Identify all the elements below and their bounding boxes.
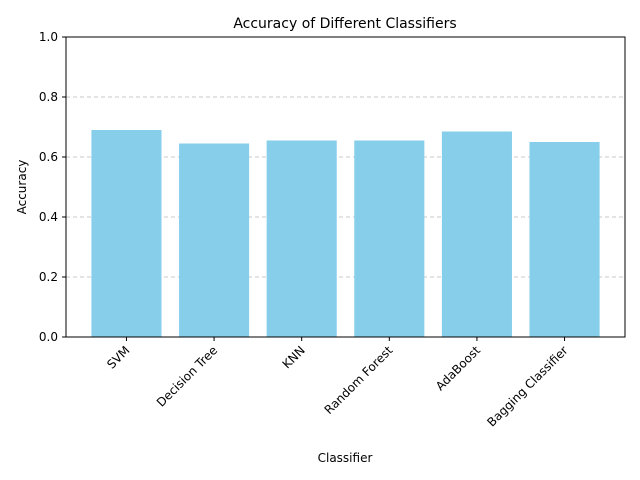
bar-knn bbox=[266, 140, 337, 337]
y-tick-label: 0.0 bbox=[39, 330, 58, 344]
y-tick-label: 0.6 bbox=[39, 150, 58, 164]
bar-random-forest bbox=[354, 140, 425, 337]
bar-decision-tree bbox=[179, 143, 250, 337]
bar-svm bbox=[91, 130, 162, 337]
bar-adaboost bbox=[441, 131, 512, 337]
x-axis-label: Classifier bbox=[318, 451, 373, 465]
y-tick-label: 1.0 bbox=[39, 30, 58, 44]
y-axis-ticks: 0.0 0.2 0.4 0.6 0.8 1.0 bbox=[39, 30, 66, 344]
plot-frame bbox=[65, 36, 626, 338]
y-tick-label: 0.4 bbox=[39, 210, 58, 224]
chart-title: Accuracy of Different Classifiers bbox=[233, 16, 456, 32]
bar-bagging-classifier bbox=[529, 142, 600, 337]
y-tick-label: 0.2 bbox=[39, 270, 58, 284]
y-tick-label: 0.8 bbox=[39, 90, 58, 104]
bars bbox=[91, 130, 600, 337]
y-axis-label: Accuracy bbox=[15, 160, 29, 215]
